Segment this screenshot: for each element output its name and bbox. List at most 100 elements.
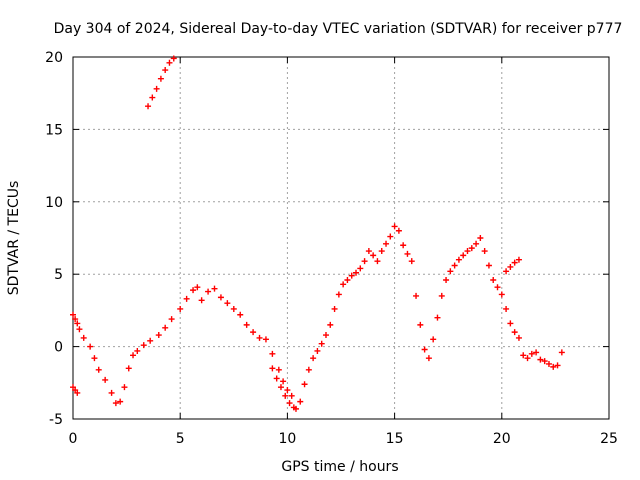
data-point bbox=[149, 94, 156, 101]
data-point bbox=[395, 227, 402, 234]
grid-lines bbox=[73, 57, 609, 419]
series-segment-early bbox=[70, 384, 81, 396]
data-point bbox=[147, 337, 154, 344]
data-point bbox=[545, 360, 552, 367]
data-point bbox=[494, 284, 501, 291]
data-point bbox=[511, 329, 518, 336]
data-point bbox=[503, 305, 510, 312]
data-point bbox=[554, 362, 561, 369]
data-point bbox=[503, 268, 510, 275]
data-point bbox=[485, 262, 492, 269]
data-point bbox=[430, 336, 437, 343]
data-point bbox=[130, 352, 137, 359]
data-point bbox=[507, 263, 514, 270]
x-axis-label: GPS time / hours bbox=[281, 459, 398, 475]
data-point bbox=[177, 305, 184, 312]
data-point bbox=[91, 355, 98, 362]
data-point bbox=[481, 248, 488, 255]
data-point bbox=[331, 305, 338, 312]
data-point bbox=[340, 281, 347, 288]
data-point bbox=[464, 248, 471, 255]
series-segment-late bbox=[503, 256, 522, 275]
data-point bbox=[344, 276, 351, 283]
data-point bbox=[335, 291, 342, 298]
data-point bbox=[520, 352, 527, 359]
y-tick-label: 15 bbox=[45, 122, 63, 138]
data-point bbox=[280, 378, 287, 385]
data-point bbox=[413, 292, 420, 299]
data-point bbox=[353, 269, 360, 276]
data-point bbox=[140, 342, 147, 349]
data-point bbox=[277, 384, 284, 391]
x-tick-label: 20 bbox=[493, 431, 511, 447]
data-point bbox=[434, 314, 441, 321]
data-point bbox=[451, 262, 458, 269]
data-point bbox=[322, 332, 329, 339]
data-point bbox=[400, 242, 407, 249]
data-point bbox=[314, 347, 321, 354]
data-point bbox=[112, 400, 119, 407]
data-point bbox=[273, 375, 280, 382]
x-tick-label: 0 bbox=[69, 431, 78, 447]
data-point bbox=[378, 248, 385, 255]
data-point bbox=[211, 285, 218, 292]
data-point bbox=[515, 256, 522, 263]
data-point bbox=[117, 398, 124, 405]
data-point bbox=[365, 248, 372, 255]
y-tick-label: 10 bbox=[45, 195, 63, 211]
x-tick-label: 25 bbox=[600, 431, 618, 447]
data-point bbox=[157, 75, 164, 82]
data-point bbox=[460, 252, 467, 259]
data-point bbox=[243, 321, 250, 328]
series-sdtvar bbox=[70, 223, 565, 412]
data-point bbox=[408, 258, 415, 265]
data-point bbox=[507, 320, 514, 327]
data-point bbox=[145, 103, 152, 110]
data-point bbox=[477, 235, 484, 241]
data-point bbox=[134, 347, 141, 354]
data-point bbox=[473, 240, 480, 247]
data-point bbox=[121, 384, 128, 391]
data-point bbox=[348, 272, 355, 279]
data-point bbox=[318, 340, 325, 347]
x-tick-label: 5 bbox=[176, 431, 185, 447]
data-point bbox=[515, 334, 522, 341]
data-point bbox=[166, 59, 173, 66]
data-point bbox=[387, 233, 394, 240]
series-segment-lower-branch bbox=[269, 365, 297, 411]
y-tick-label: -5 bbox=[49, 412, 63, 428]
data-point bbox=[383, 240, 390, 247]
chart-title: Day 304 of 2024, Sidereal Day-to-day VTE… bbox=[54, 21, 623, 37]
data-point bbox=[256, 334, 263, 341]
y-tick-label: 0 bbox=[54, 340, 63, 356]
data-point bbox=[541, 358, 548, 365]
series-segment-upper bbox=[145, 55, 177, 110]
data-point bbox=[262, 336, 269, 343]
data-point bbox=[286, 400, 293, 407]
data-point bbox=[327, 321, 334, 328]
data-point bbox=[237, 311, 244, 318]
data-point bbox=[537, 356, 544, 363]
data-point bbox=[533, 349, 540, 356]
data-point bbox=[183, 295, 190, 302]
data-point bbox=[558, 349, 565, 356]
data-point bbox=[490, 276, 497, 283]
data-point bbox=[76, 326, 83, 333]
data-point bbox=[290, 404, 297, 411]
y-tick-label: 5 bbox=[54, 267, 63, 283]
data-point bbox=[87, 343, 94, 350]
data-point bbox=[250, 329, 257, 336]
data-point bbox=[198, 297, 205, 304]
data-point bbox=[391, 223, 398, 230]
data-point bbox=[168, 316, 175, 323]
data-point bbox=[404, 250, 411, 257]
data-point bbox=[438, 292, 445, 299]
data-point bbox=[72, 316, 79, 323]
data-point bbox=[288, 392, 295, 399]
plot-area-frame bbox=[72, 56, 610, 420]
data-point bbox=[194, 284, 201, 291]
data-point bbox=[301, 381, 308, 388]
data-point bbox=[297, 398, 304, 405]
data-point bbox=[528, 350, 535, 357]
